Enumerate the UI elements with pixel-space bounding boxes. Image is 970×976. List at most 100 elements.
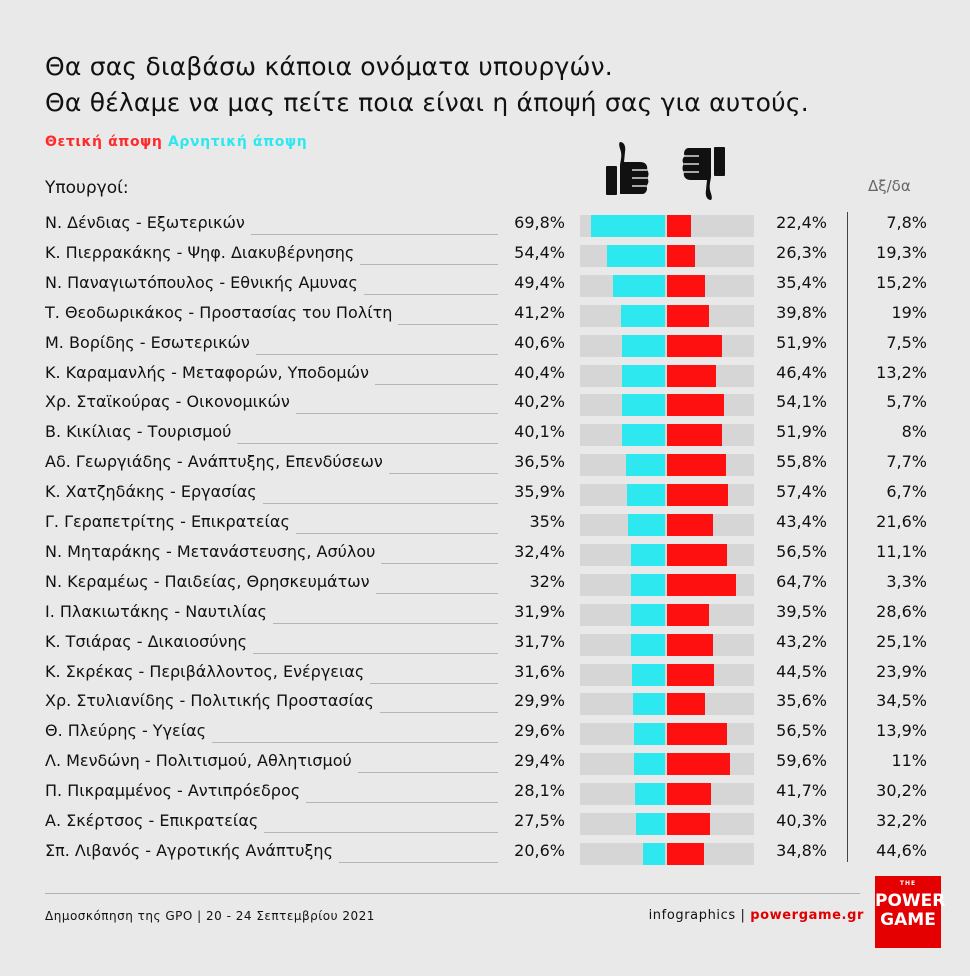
positive-value-label: 31,9% (514, 601, 565, 621)
leader-line (272, 622, 498, 624)
negative-value-label: 39,5% (776, 601, 827, 621)
dk-value-label: 13,9% (876, 721, 927, 741)
positive-bar (631, 573, 665, 596)
negative-bar (667, 693, 705, 716)
positive-bar (622, 394, 665, 417)
chart-row: Ν. Δένδιας - Εξωτερικών 69,8% 22,4% 7,8% (0, 213, 970, 243)
chart-row: Ν. Παναγιωτόπουλος - Εθνικής Αμυνας 49,4%… (0, 273, 970, 303)
minister-label: Κ. Καραμανλής - Μεταφορών, Υποδομών (45, 362, 369, 382)
positive-bar (612, 274, 665, 297)
minister-label: Ν. Κεραμέως - Παιδείας, Θρησκευμάτων (45, 571, 370, 591)
negative-bar (667, 723, 727, 746)
dk-value-label: 11,1% (876, 541, 927, 561)
dk-value-label: 11% (891, 751, 927, 771)
column-divider (847, 212, 848, 862)
minister-label: Χρ. Σταϊκούρας - Οικονομικών (45, 392, 290, 412)
negative-value-label: 34,8% (776, 840, 827, 860)
positive-value-label: 29,6% (514, 721, 565, 741)
dk-value-label: 6,7% (886, 482, 927, 502)
negative-value-label: 43,4% (776, 512, 827, 531)
dk-value-label: 7,5% (886, 332, 927, 352)
leader-line (374, 383, 498, 385)
positive-value-label: 69,8% (514, 213, 565, 232)
chart-row: Χρ. Σταϊκούρας - Οικονομικών 40,2% 54,1% 5,… (0, 392, 970, 422)
leader-line (237, 443, 498, 445)
leader-line (295, 413, 498, 415)
negative-value-label: 43,2% (776, 631, 827, 651)
negative-bar (667, 753, 731, 776)
positive-bar (626, 454, 665, 477)
positive-bar (630, 543, 665, 566)
dk-value-label: 28,6% (876, 601, 927, 621)
minister-label: Ι. Πλακιωτάκης - Ναυτιλίας (45, 601, 267, 621)
positive-bar (631, 663, 665, 686)
positive-value-label: 27,5% (514, 811, 565, 830)
minister-label: Λ. Μενδώνη - Πολιτισμού, Αθλητισμού (45, 751, 352, 771)
negative-bar (667, 813, 710, 835)
positive-value-label: 40,1% (514, 422, 565, 442)
positive-value-label: 54,4% (514, 242, 565, 262)
negative-value-label: 55,8% (776, 452, 827, 472)
chart-row: Χρ. Στυλιανίδης - Πολιτικής Προστασίας 29… (0, 691, 970, 721)
minister-label: Χρ. Στυλιανίδης - Πολιτικής Προστασίας (45, 691, 374, 711)
negative-bar (667, 244, 695, 267)
leader-line (264, 832, 498, 833)
negative-bar (667, 783, 712, 806)
dk-value-label: 21,6% (876, 512, 927, 531)
leader-line (398, 323, 498, 325)
leader-line (363, 293, 498, 295)
chart-row: Μ. Βορίδης - Εσωτερικών 40,6% 51,9% 7,5% (0, 333, 970, 363)
negative-value-label: 40,3% (776, 811, 827, 830)
positive-value-label: 20,6% (514, 840, 565, 860)
positive-bar (622, 424, 665, 447)
chart-row: Κ. Καραμανλής - Μεταφορών, Υποδομών 40,4%… (0, 363, 970, 393)
leader-line (255, 353, 498, 355)
negative-bar (667, 514, 713, 536)
minister-label: Π. Πικραμμένος - Αντιπρόεδρος (45, 781, 301, 801)
chart-row: Ν. Κεραμέως - Παιδείας, Θρησκευμάτων 32% 6… (0, 572, 970, 602)
positive-bar (633, 723, 665, 746)
dk-value-label: 25,1% (876, 631, 927, 651)
credit-site-link[interactable]: powergame.gr (750, 908, 864, 923)
minister-label: Ν. Δένδιας - Εξωτερικών (45, 213, 245, 232)
leader-line (388, 473, 498, 475)
negative-bar (667, 424, 722, 447)
positive-bar (633, 753, 665, 776)
chart-title-line-2: Θα θέλαμε να μας πείτε ποια είναι η άποψ… (45, 88, 809, 117)
dk-value-label: 19% (891, 302, 927, 322)
minister-label: Ν. Μηταράκης - Μετανάστευσης, Ασύλου (45, 541, 376, 561)
leader-line (379, 712, 498, 714)
chart-row: Ν. Μηταράκης - Μετανάστευσης, Ασύλου 32,4… (0, 542, 970, 572)
positive-value-label: 49,4% (514, 272, 565, 292)
negative-bar (667, 603, 709, 626)
minister-label: Ν. Παναγιωτόπουλος - Εθνικής Αμυνας (45, 272, 358, 292)
negative-bar (667, 304, 710, 327)
logo-game: GAME (880, 910, 936, 930)
positive-bar (622, 364, 665, 387)
chart-row: Θ. Πλεύρης - Υγείας 29,6% 56,5% 13,9% (0, 721, 970, 751)
logo-the: THE (899, 880, 917, 887)
negative-value-label: 39,8% (776, 302, 827, 322)
minister-label: Β. Κικίλιας - Τουρισμού (45, 422, 232, 442)
positive-bar (627, 514, 665, 536)
negative-bar (667, 454, 727, 477)
positive-bar (635, 813, 665, 835)
negative-value-label: 46,4% (776, 362, 827, 382)
minister-label: Αδ. Γεωργιάδης - Ανάπτυξης, Επενδύσεων (45, 452, 383, 472)
negative-value-label: 59,6% (776, 751, 827, 771)
chart-row: Ι. Πλακιωτάκης - Ναυτιλίας 31,9% 39,5% 28,6… (0, 602, 970, 632)
leader-line (357, 772, 498, 774)
negative-bar (667, 543, 727, 566)
negative-bar (667, 215, 691, 237)
positive-bar (621, 304, 665, 327)
ministers-header: Υπουργοί: (45, 178, 129, 198)
negative-value-label: 41,7% (776, 781, 827, 801)
negative-value-label: 26,3% (776, 242, 827, 262)
positive-value-label: 28,1% (514, 781, 565, 801)
minister-label: Κ. Χατζηδάκης - Εργασίας (45, 482, 257, 502)
footer-divider (45, 893, 860, 894)
positive-bar (643, 842, 665, 865)
negative-bar (667, 633, 713, 656)
chart-row: Κ. Πιερρακάκης - Ψηφ. Διακυβέρνησης 54,4%… (0, 243, 970, 273)
dk-value-label: 30,2% (876, 781, 927, 801)
